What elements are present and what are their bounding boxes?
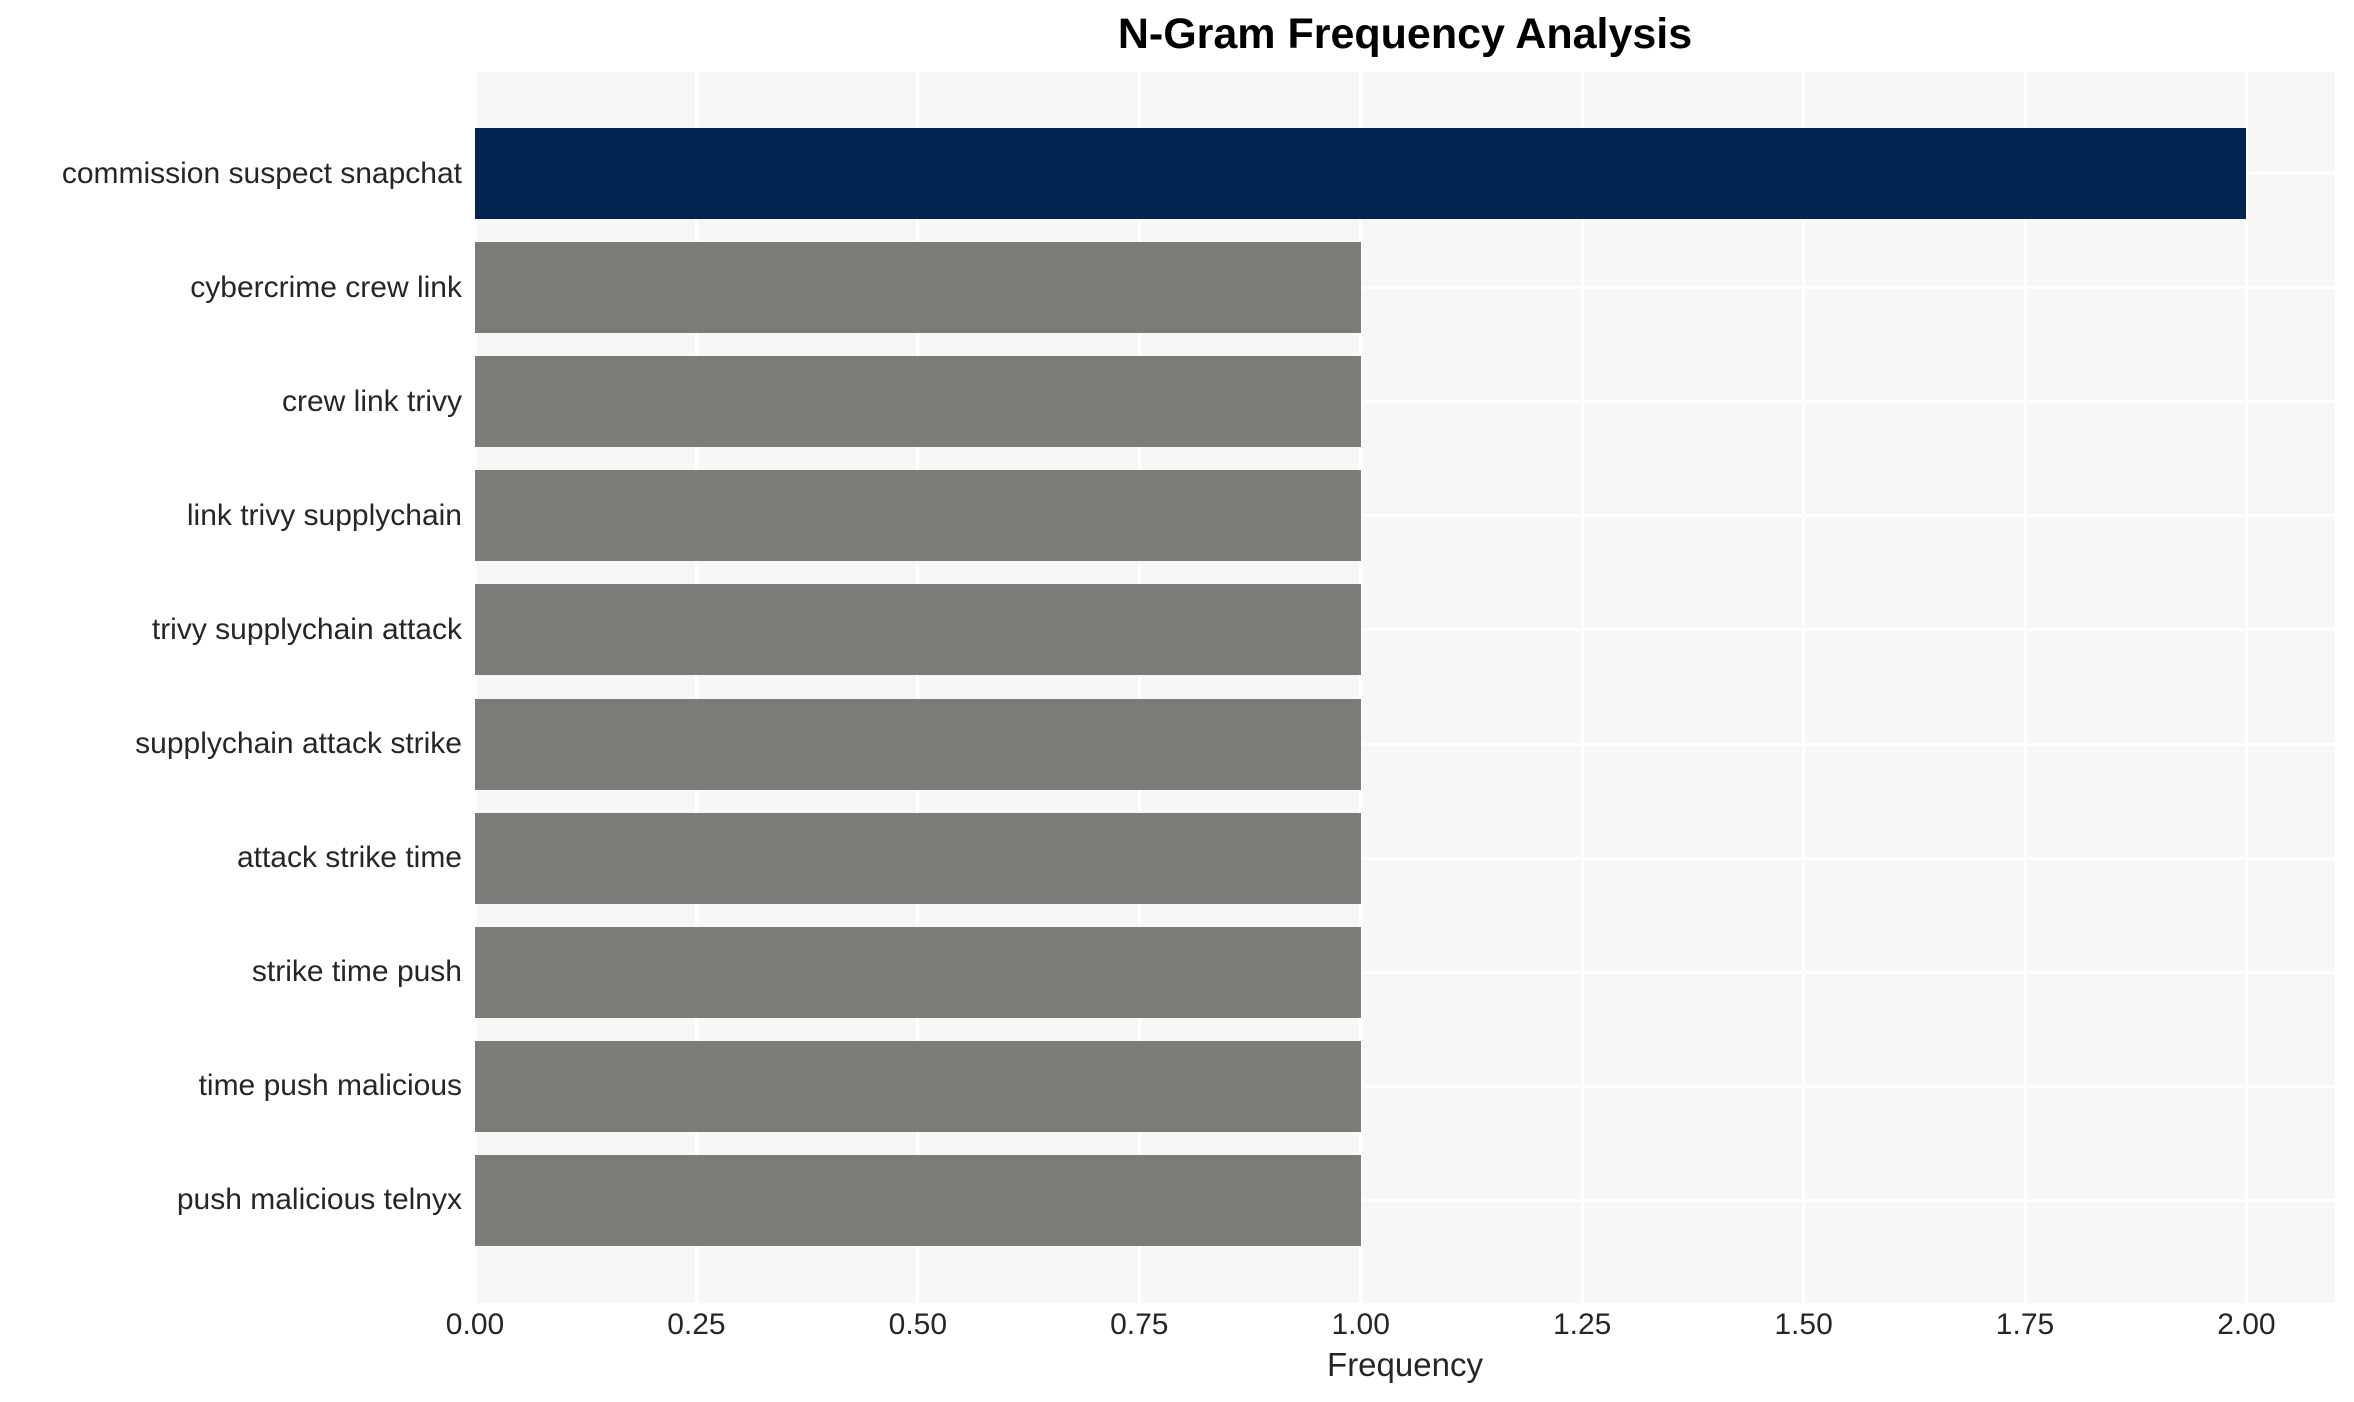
y-tick-label: cybercrime crew link (190, 270, 462, 304)
horizontal-gridline (475, 1084, 2335, 1088)
vertical-gridline (1137, 72, 1141, 1303)
x-tick-label: 1.50 (1774, 1308, 1833, 1341)
vertical-gridline (475, 72, 477, 1303)
horizontal-gridline (475, 742, 2335, 746)
y-tick-label: time push malicious (198, 1069, 462, 1103)
x-tick-label: 1.00 (1331, 1308, 1390, 1341)
horizontal-gridline (475, 514, 2335, 518)
horizontal-gridline (475, 1198, 2335, 1202)
bar-time-push-malicious (475, 1040, 1361, 1132)
vertical-gridline (916, 72, 920, 1303)
x-tick-label: 1.25 (1552, 1308, 1612, 1341)
y-tick-label: strike time push (251, 955, 462, 989)
vertical-gridline (1359, 72, 1363, 1303)
y-tick-label: crew link trivy (281, 384, 462, 418)
horizontal-gridline (475, 856, 2335, 860)
bar-supplychain-attack-strike (475, 698, 1361, 790)
y-tick-label: supplychain attack strike (135, 727, 462, 760)
y-tick-label: trivy supplychain attack (151, 612, 462, 646)
vertical-gridline (1802, 72, 1806, 1303)
horizontal-gridline (475, 628, 2335, 632)
y-tick-label: link trivy supplychain (186, 498, 462, 532)
bar-strike-time-push (475, 926, 1361, 1018)
x-tick-label: 0.00 (445, 1308, 505, 1341)
y-tick-label: push malicious telnyx (176, 1183, 462, 1217)
x-tick-label: 1.75 (1995, 1308, 2055, 1341)
bar-cybercrime-crew-link (475, 242, 1361, 334)
y-tick-label: attack strike time (236, 841, 462, 875)
bar-link-trivy-supplychain (475, 470, 1361, 562)
horizontal-gridline (475, 286, 2335, 290)
horizontal-gridline (475, 970, 2335, 974)
vertical-gridline (1580, 72, 1584, 1303)
x-tick-label: 0.25 (667, 1308, 726, 1341)
x-tick-label: 0.50 (888, 1308, 948, 1341)
horizontal-gridline (475, 400, 2335, 404)
bar-commission-suspect-snapchat (475, 128, 2247, 219)
chart-title: N-Gram Frequency Analysis (1117, 10, 1693, 58)
x-tick-label: 0.75 (1110, 1308, 1169, 1341)
x-axis-title: Frequency (1327, 1346, 1483, 1383)
vertical-gridline (694, 72, 698, 1303)
x-tick-label: 2.00 (2217, 1308, 2276, 1341)
vertical-gridline (2244, 72, 2248, 1303)
bar-attack-strike-time (475, 812, 1361, 904)
bar-trivy-supplychain-attack (475, 584, 1361, 676)
y-tick-label: commission suspect snapchat (61, 156, 462, 190)
vertical-gridline (2023, 72, 2027, 1303)
bar-crew-link-trivy (475, 356, 1361, 448)
plot-area (475, 72, 2335, 1303)
bar-push-malicious-telnyx (475, 1154, 1361, 1246)
